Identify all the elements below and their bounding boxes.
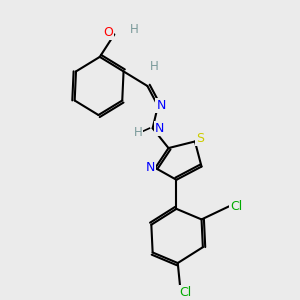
Text: H: H [134, 126, 142, 139]
Text: N: N [146, 161, 155, 174]
Text: N: N [154, 122, 164, 135]
Text: N: N [156, 99, 166, 112]
Text: O: O [103, 26, 113, 39]
Text: Cl: Cl [230, 200, 242, 213]
Text: H: H [130, 23, 139, 36]
Text: H: H [150, 60, 158, 73]
Text: Cl: Cl [180, 286, 192, 298]
Text: S: S [196, 132, 204, 145]
